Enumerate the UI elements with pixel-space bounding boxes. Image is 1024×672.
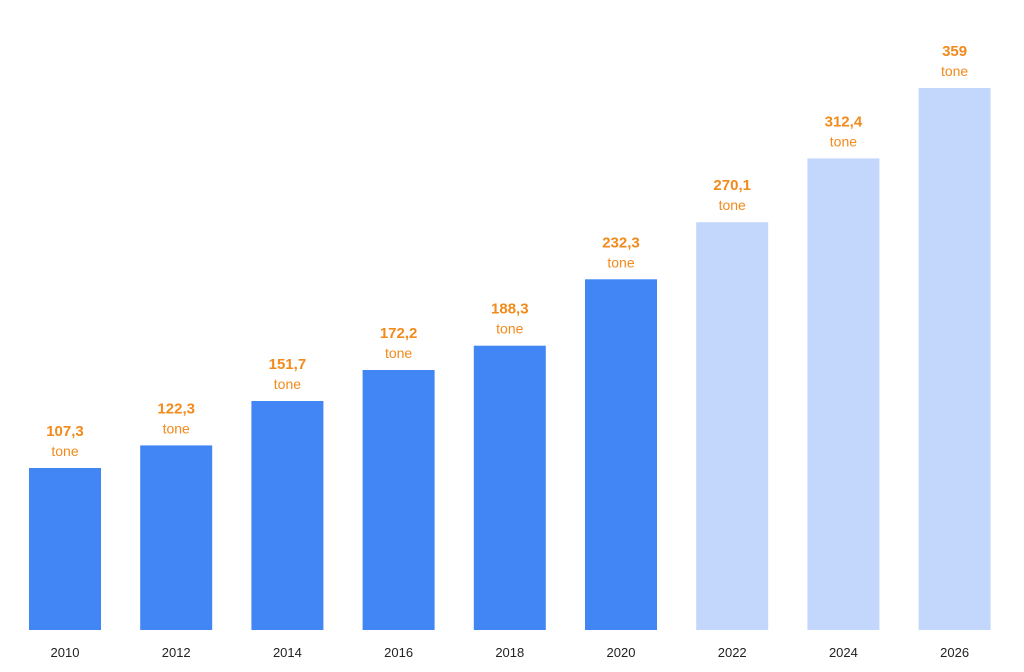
value-label-2014: 151,7 <box>269 356 307 373</box>
bar-2016 <box>362 370 435 630</box>
x-tick-label-2012: 2012 <box>162 645 191 660</box>
bars-group <box>29 88 991 630</box>
unit-label-2010: tone <box>51 443 78 459</box>
value-label-2016: 172,2 <box>380 325 418 342</box>
x-tick-label-2022: 2022 <box>718 645 747 660</box>
x-tick-label-2020: 2020 <box>607 645 636 660</box>
bar-2024 <box>807 158 880 630</box>
unit-label-2022: tone <box>719 197 746 213</box>
unit-label-2026: tone <box>941 63 968 79</box>
bar-2012 <box>140 445 213 630</box>
unit-label-2014: tone <box>274 376 301 392</box>
unit-label-2012: tone <box>163 420 190 436</box>
value-labels-group: 107,3 tone 122,3 tone 151,7 tone 172,2 tone 188,… <box>46 43 968 459</box>
x-tick-label-2010: 2010 <box>51 645 80 660</box>
x-tick-labels-group: 2010 2012 2014 2016 2018 2020 2022 2024 2026 <box>51 645 970 660</box>
unit-label-2024: tone <box>830 133 857 149</box>
value-label-2020: 232,3 <box>602 234 640 251</box>
bar-2022 <box>696 222 769 630</box>
bar-2026 <box>918 88 991 630</box>
x-tick-label-2026: 2026 <box>940 645 969 660</box>
bar-2018 <box>473 345 546 630</box>
value-label-2012: 122,3 <box>157 400 195 417</box>
x-tick-label-2016: 2016 <box>384 645 413 660</box>
unit-label-2016: tone <box>385 345 412 361</box>
unit-label-2020: tone <box>607 254 634 270</box>
value-label-2024: 312,4 <box>825 113 863 130</box>
bar-2020 <box>585 279 657 630</box>
value-label-2018: 188,3 <box>491 301 529 318</box>
unit-label-2018: tone <box>496 321 523 337</box>
bar-2014 <box>251 401 324 630</box>
x-tick-label-2024: 2024 <box>829 645 858 660</box>
value-label-2010: 107,3 <box>46 423 84 440</box>
bar-2010 <box>29 468 101 630</box>
x-tick-label-2014: 2014 <box>273 645 302 660</box>
x-tick-label-2018: 2018 <box>495 645 524 660</box>
value-label-2026: 359 <box>942 43 967 60</box>
value-label-2022: 270,1 <box>713 177 751 194</box>
